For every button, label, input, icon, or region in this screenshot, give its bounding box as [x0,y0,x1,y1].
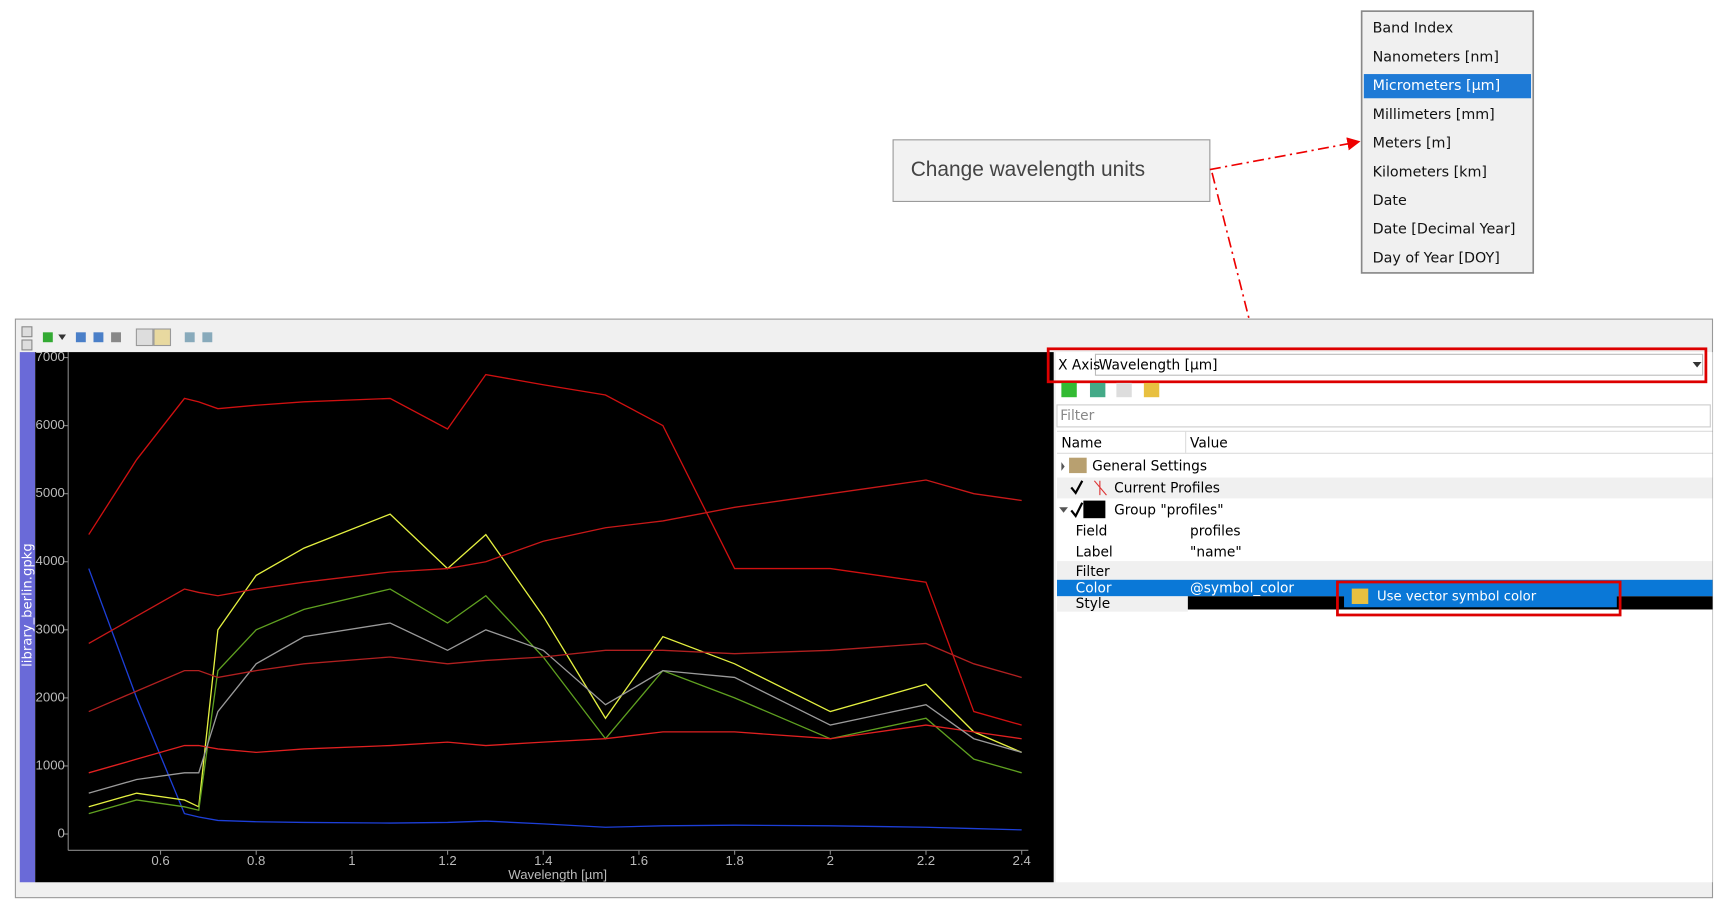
x-tick-label: 2.2 [917,853,935,868]
profile-line [88,622,1022,794]
menu-highlight [1363,74,1532,99]
menu-item[interactable]: Kilometers [km] [1373,164,1487,180]
remove-button[interactable] [1116,382,1132,398]
checkbox[interactable] [1070,502,1084,519]
menu-item[interactable]: Micrometers [µm] [1373,78,1501,94]
profile-line [88,513,1022,808]
x-tick-label: 1 [348,853,355,868]
row-background [1056,477,1713,499]
x-tick-label: 2.4 [1013,853,1031,868]
x-axis-label: Wavelength [µm] [508,867,607,882]
tree-item[interactable]: Filter [1076,564,1110,580]
tree-item[interactable]: Color [1076,581,1112,597]
panel-toolbar [1061,382,1160,398]
menu-item[interactable]: Date [Decimal Year] [1373,222,1516,238]
profile-line [88,724,1022,774]
profile-line [88,588,1022,815]
popup-item[interactable] [1344,585,1617,608]
view-button[interactable] [1143,382,1160,398]
side-label: library_berlin.gpkg [20,543,35,667]
x-axis-combo[interactable] [1094,353,1704,376]
y-tick-label: 0 [58,826,65,841]
filter-field[interactable] [1056,404,1711,428]
tool-button[interactable] [153,328,172,347]
y-tick-label: 6000 [36,417,65,432]
filter-placeholder: Filter [1060,408,1094,424]
close-button[interactable] [21,326,33,338]
x-tick-label: 1.6 [630,853,648,868]
y-tick-label: 4000 [36,553,65,568]
profile-icon [1093,480,1107,496]
callout-box [892,139,1211,202]
dropdown-button[interactable] [58,334,66,341]
tree-value[interactable]: @symbol_color [1190,581,1294,597]
x-tick-label: 1.4 [534,853,552,868]
profile-line [88,568,1022,831]
checkbox[interactable] [1070,480,1084,495]
profile-line [88,642,1022,713]
tree-value[interactable]: profiles [1190,523,1241,539]
toolbar [21,326,213,351]
y-tick-label: 5000 [36,485,65,500]
settings-panel [1055,352,1713,883]
tree-value[interactable]: "name" [1190,544,1242,560]
y-tick-label: 3000 [36,621,65,636]
combo-arrow[interactable] [1692,362,1702,368]
tree-item[interactable]: Label [1076,544,1113,560]
y-tick-label: 1000 [36,757,65,772]
callout-text: Change wavelength units [911,158,1145,181]
x-axis-value: Wavelength [µm] [1099,357,1218,373]
tool-button[interactable] [75,332,86,343]
popup-text[interactable]: Use vector symbol color [1377,589,1537,604]
highlight-box [1046,347,1708,384]
group-symbol [1083,500,1106,519]
tool-button[interactable] [202,332,213,343]
column-header: Value [1190,435,1228,451]
tool-button[interactable] [111,332,121,343]
tree-item[interactable]: General Settings [1092,458,1207,474]
expander[interactable] [1061,462,1065,471]
row-background [1056,596,1188,612]
x-tick-label: 0.6 [151,853,169,868]
menu-item[interactable]: Millimeters [mm] [1373,107,1495,123]
menu-item[interactable]: Day of Year [DOY] [1373,250,1500,266]
tool-button[interactable] [93,332,104,343]
menu-item[interactable]: Date [1373,193,1407,209]
tree-item[interactable]: Field [1076,523,1108,539]
group-button[interactable] [1089,382,1106,398]
tree-item[interactable]: Style [1076,596,1111,612]
x-tick-label: 1.8 [725,853,743,868]
row-background [1056,561,1713,580]
highlight-box [1336,580,1622,617]
popup-icon [1351,588,1369,604]
tool-button[interactable] [184,332,195,343]
x-tick-label: 1.2 [438,853,456,868]
x-axis-label: X Axis [1058,357,1100,373]
menu-item[interactable]: Meters [m] [1373,136,1451,152]
menu-item[interactable]: Band Index [1373,21,1454,37]
float-button[interactable] [21,339,33,351]
x-tick-label: 2 [827,853,834,868]
profile-line [88,479,1022,645]
profile-line [88,373,1022,726]
column-header: Name [1061,435,1102,451]
expander[interactable] [1059,507,1068,513]
unit-menu [1360,10,1535,274]
x-tick-label: 0.8 [247,853,265,868]
settings-icon [1069,457,1087,474]
tool-button[interactable] [135,328,154,347]
add-button[interactable] [1061,382,1077,398]
y-tick-label: 2000 [36,689,65,704]
tree-item[interactable]: Current Profiles [1114,480,1220,496]
add-button[interactable] [42,332,53,343]
y-tick-label: 7000 [36,349,65,364]
tree-item[interactable]: Group "profiles" [1114,502,1223,518]
menu-item[interactable]: Nanometers [nm] [1373,49,1499,65]
side-strip [19,352,36,883]
